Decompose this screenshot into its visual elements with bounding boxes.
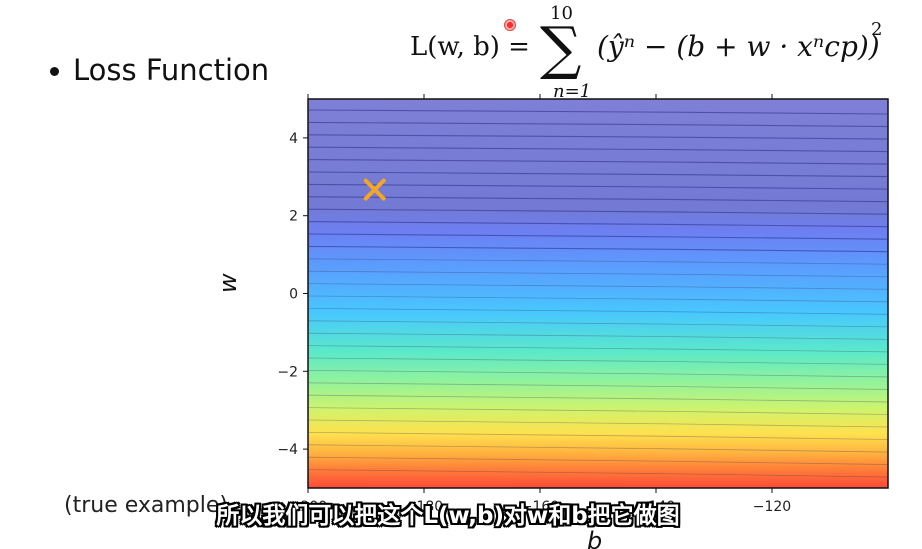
equation-svg: L(w, b) = 10 ∑ n=1 (ŷⁿ − (b + w · xⁿcp))… xyxy=(410,3,882,102)
y-tick-label: −4 xyxy=(277,442,298,458)
bullet-dot-icon xyxy=(50,66,59,76)
contour-line xyxy=(307,432,889,440)
x-tick-label: −140 xyxy=(637,499,675,515)
contour-line xyxy=(307,233,889,240)
loss-contour-chart: 4 2 0 −2 −4 −200 −180 −160 −140 −120 w b xyxy=(214,88,898,549)
x-tick-label: −180 xyxy=(405,499,443,515)
x-tick-label: −160 xyxy=(521,499,559,515)
loss-equation: L(w, b) = 10 ∑ n=1 (ŷⁿ − (b + w · xⁿcp))… xyxy=(410,0,910,105)
contour-line xyxy=(307,469,889,478)
equation-body: (ŷⁿ − (b + w · xⁿcp)) xyxy=(597,30,880,63)
contour-line xyxy=(307,146,889,153)
contour-line xyxy=(307,245,889,253)
contour-line xyxy=(307,382,889,390)
contour-line xyxy=(307,370,889,378)
contour-line xyxy=(307,456,889,465)
optimum-marker-stroke xyxy=(363,178,386,201)
contour-line xyxy=(307,221,889,228)
contour-line xyxy=(307,258,889,265)
contour-line xyxy=(307,121,889,128)
contour-line xyxy=(307,345,889,353)
summation-sign: ∑ xyxy=(540,14,581,82)
plot-area xyxy=(307,98,889,489)
y-axis-title: w xyxy=(214,273,242,293)
x-tick-label: −120 xyxy=(753,499,791,515)
contour-line xyxy=(307,320,889,328)
x-axis-ticks: −200 −180 −160 −140 −120 xyxy=(289,94,791,515)
contour-line xyxy=(307,171,889,178)
contour-line xyxy=(307,332,889,340)
contour-line xyxy=(307,444,889,453)
sum-lower-limit: n=1 xyxy=(553,81,591,102)
contour-line xyxy=(307,283,889,290)
contour-line xyxy=(307,109,889,115)
marker-layer xyxy=(363,178,386,201)
x-axis-title: b xyxy=(587,527,602,549)
video-subtitle: 所以我们可以把这个L(w,b)对w和b把它做图 xyxy=(216,503,680,529)
sum-upper-limit: 10 xyxy=(550,3,573,24)
equation-lhs: L(w, b) = xyxy=(410,32,530,62)
y-tick-label: 2 xyxy=(289,209,298,225)
laser-pointer-dot xyxy=(504,19,516,31)
equation-exponent: 2 xyxy=(871,19,882,40)
contour-line xyxy=(307,295,889,303)
y-axis-ticks: 4 2 0 −2 −4 xyxy=(277,131,308,458)
contour-line xyxy=(307,270,889,278)
contour-line xyxy=(307,419,889,428)
chart-svg: 4 2 0 −2 −4 −200 −180 −160 −140 −120 w b xyxy=(214,94,889,549)
bullet-title: Loss Function xyxy=(73,53,270,87)
y-tick-label: 0 xyxy=(289,287,298,303)
contour-line xyxy=(307,308,889,315)
contour-lines xyxy=(307,109,889,478)
contour-line xyxy=(307,208,889,215)
x-tick-label: −200 xyxy=(289,499,327,515)
contour-line xyxy=(307,196,889,203)
bullet-row: Loss Function xyxy=(50,52,269,88)
contour-line xyxy=(307,134,889,140)
y-tick-label: −2 xyxy=(277,364,298,380)
contour-line xyxy=(307,159,889,165)
contour-line xyxy=(307,357,889,365)
y-tick-label: 4 xyxy=(289,131,298,147)
contour-line xyxy=(307,407,889,415)
contour-line xyxy=(307,394,889,403)
true-example-caption: (true example) xyxy=(64,493,229,518)
